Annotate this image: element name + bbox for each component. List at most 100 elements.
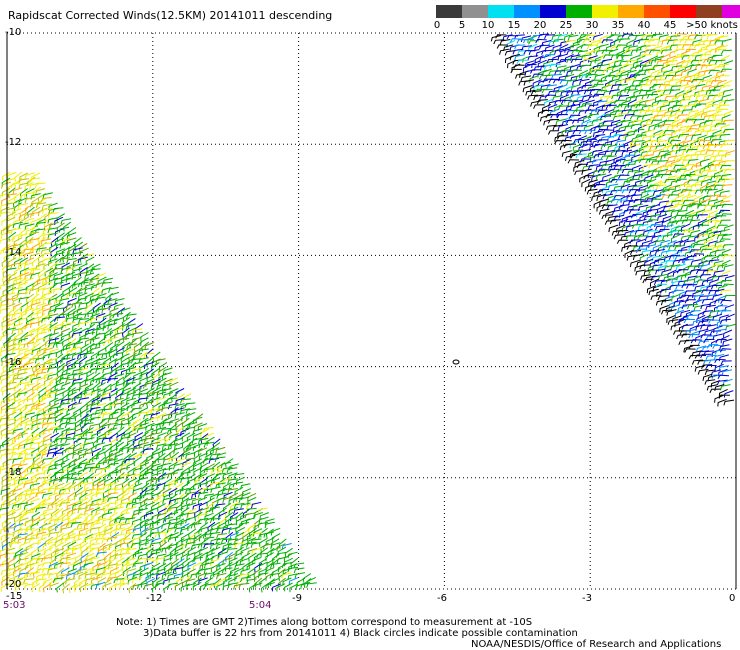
wind-barb <box>684 163 696 169</box>
wind-barb <box>651 33 663 39</box>
wind-barb <box>160 462 172 469</box>
wind-barb <box>557 124 569 131</box>
wind-barb <box>701 364 713 369</box>
wind-barb <box>618 204 630 210</box>
wind-barb <box>723 160 735 165</box>
wind-barb <box>71 352 82 360</box>
wind-barb <box>578 99 589 107</box>
wind-barb <box>537 109 548 118</box>
wind-barb <box>592 93 605 98</box>
wind-barb <box>78 292 88 301</box>
wind-barb <box>90 522 101 529</box>
wind-barb <box>29 482 40 490</box>
wind-barb <box>174 458 185 466</box>
wind-barb <box>697 204 709 209</box>
wind-barb <box>24 267 35 275</box>
wind-barb <box>187 521 196 532</box>
wind-barb <box>643 40 655 45</box>
wind-barb <box>658 273 669 281</box>
wind-barb <box>90 402 100 410</box>
wind-barb <box>582 58 594 64</box>
wind-barb <box>270 562 281 569</box>
wind-barb <box>614 149 626 156</box>
wind-barb <box>48 523 58 532</box>
wind-barb <box>687 127 699 133</box>
wind-barb <box>296 577 306 587</box>
wind-barb <box>59 417 71 423</box>
wind-barb <box>229 501 239 511</box>
wind-barb <box>281 543 292 550</box>
wind-barb <box>55 432 64 443</box>
wind-barb <box>174 442 184 450</box>
wind-barb <box>683 104 695 110</box>
wind-barb <box>634 34 646 41</box>
wind-barb <box>19 541 29 550</box>
wind-barb <box>89 466 101 473</box>
wind-barb <box>38 392 47 403</box>
wind-barb <box>7 332 16 343</box>
wind-barb <box>62 286 71 296</box>
wind-barb <box>168 457 180 463</box>
wind-barb <box>512 48 524 55</box>
wind-barb <box>554 99 566 105</box>
wind-barb <box>114 582 126 589</box>
wind-barb <box>42 252 53 259</box>
wind-barb <box>133 341 143 352</box>
wind-barb <box>60 398 71 405</box>
wind-barb <box>52 281 64 288</box>
wind-barb <box>84 392 95 399</box>
wind-barb <box>669 44 681 50</box>
wind-barb <box>156 391 167 399</box>
wind-barb <box>197 482 209 489</box>
wind-barb <box>48 313 59 320</box>
wind-barb <box>138 357 149 364</box>
wind-barb <box>181 562 190 573</box>
wind-barb <box>257 521 268 528</box>
wind-barb <box>124 458 136 464</box>
wind-barb <box>718 168 730 175</box>
wind-barb <box>44 337 53 347</box>
wind-barb <box>637 235 649 240</box>
wind-barb <box>49 272 58 281</box>
wind-barb <box>92 326 102 335</box>
wind-barb <box>721 184 733 190</box>
wind-barb <box>590 108 601 116</box>
wind-barb <box>155 477 166 485</box>
wind-barb <box>144 342 154 350</box>
wind-barb <box>109 327 120 336</box>
wind-barb <box>173 462 184 470</box>
wind-barb <box>590 153 600 163</box>
wind-barb <box>98 472 107 483</box>
wind-barb <box>154 582 166 589</box>
wind-barb <box>23 578 35 584</box>
wind-barb <box>30 312 42 319</box>
wind-barb <box>24 471 34 480</box>
wind-barb <box>46 391 58 397</box>
wind-barb <box>18 222 29 229</box>
wind-barb <box>604 149 615 156</box>
wind-barb <box>46 416 58 423</box>
wind-barb <box>95 537 107 544</box>
wind-barb <box>557 53 568 61</box>
wind-barb <box>175 512 185 522</box>
wind-barb <box>719 133 731 139</box>
wind-barb <box>59 402 71 409</box>
wind-barb <box>73 427 84 436</box>
wind-barb <box>266 558 276 568</box>
wind-barb <box>613 99 626 105</box>
wind-barb <box>716 254 729 259</box>
wind-barb <box>102 323 113 331</box>
wind-barb <box>580 64 592 70</box>
wind-barb <box>107 471 119 478</box>
wind-barb <box>682 193 692 202</box>
wind-barb <box>60 218 72 225</box>
wind-barb <box>66 258 77 264</box>
wind-barb <box>228 526 239 534</box>
wind-barb <box>10 248 22 254</box>
wind-barb <box>61 353 70 363</box>
wind-barb <box>162 467 173 474</box>
wind-barb <box>238 496 250 503</box>
wind-barb <box>671 124 682 131</box>
wind-barb <box>499 48 510 55</box>
wind-barb <box>116 347 125 357</box>
